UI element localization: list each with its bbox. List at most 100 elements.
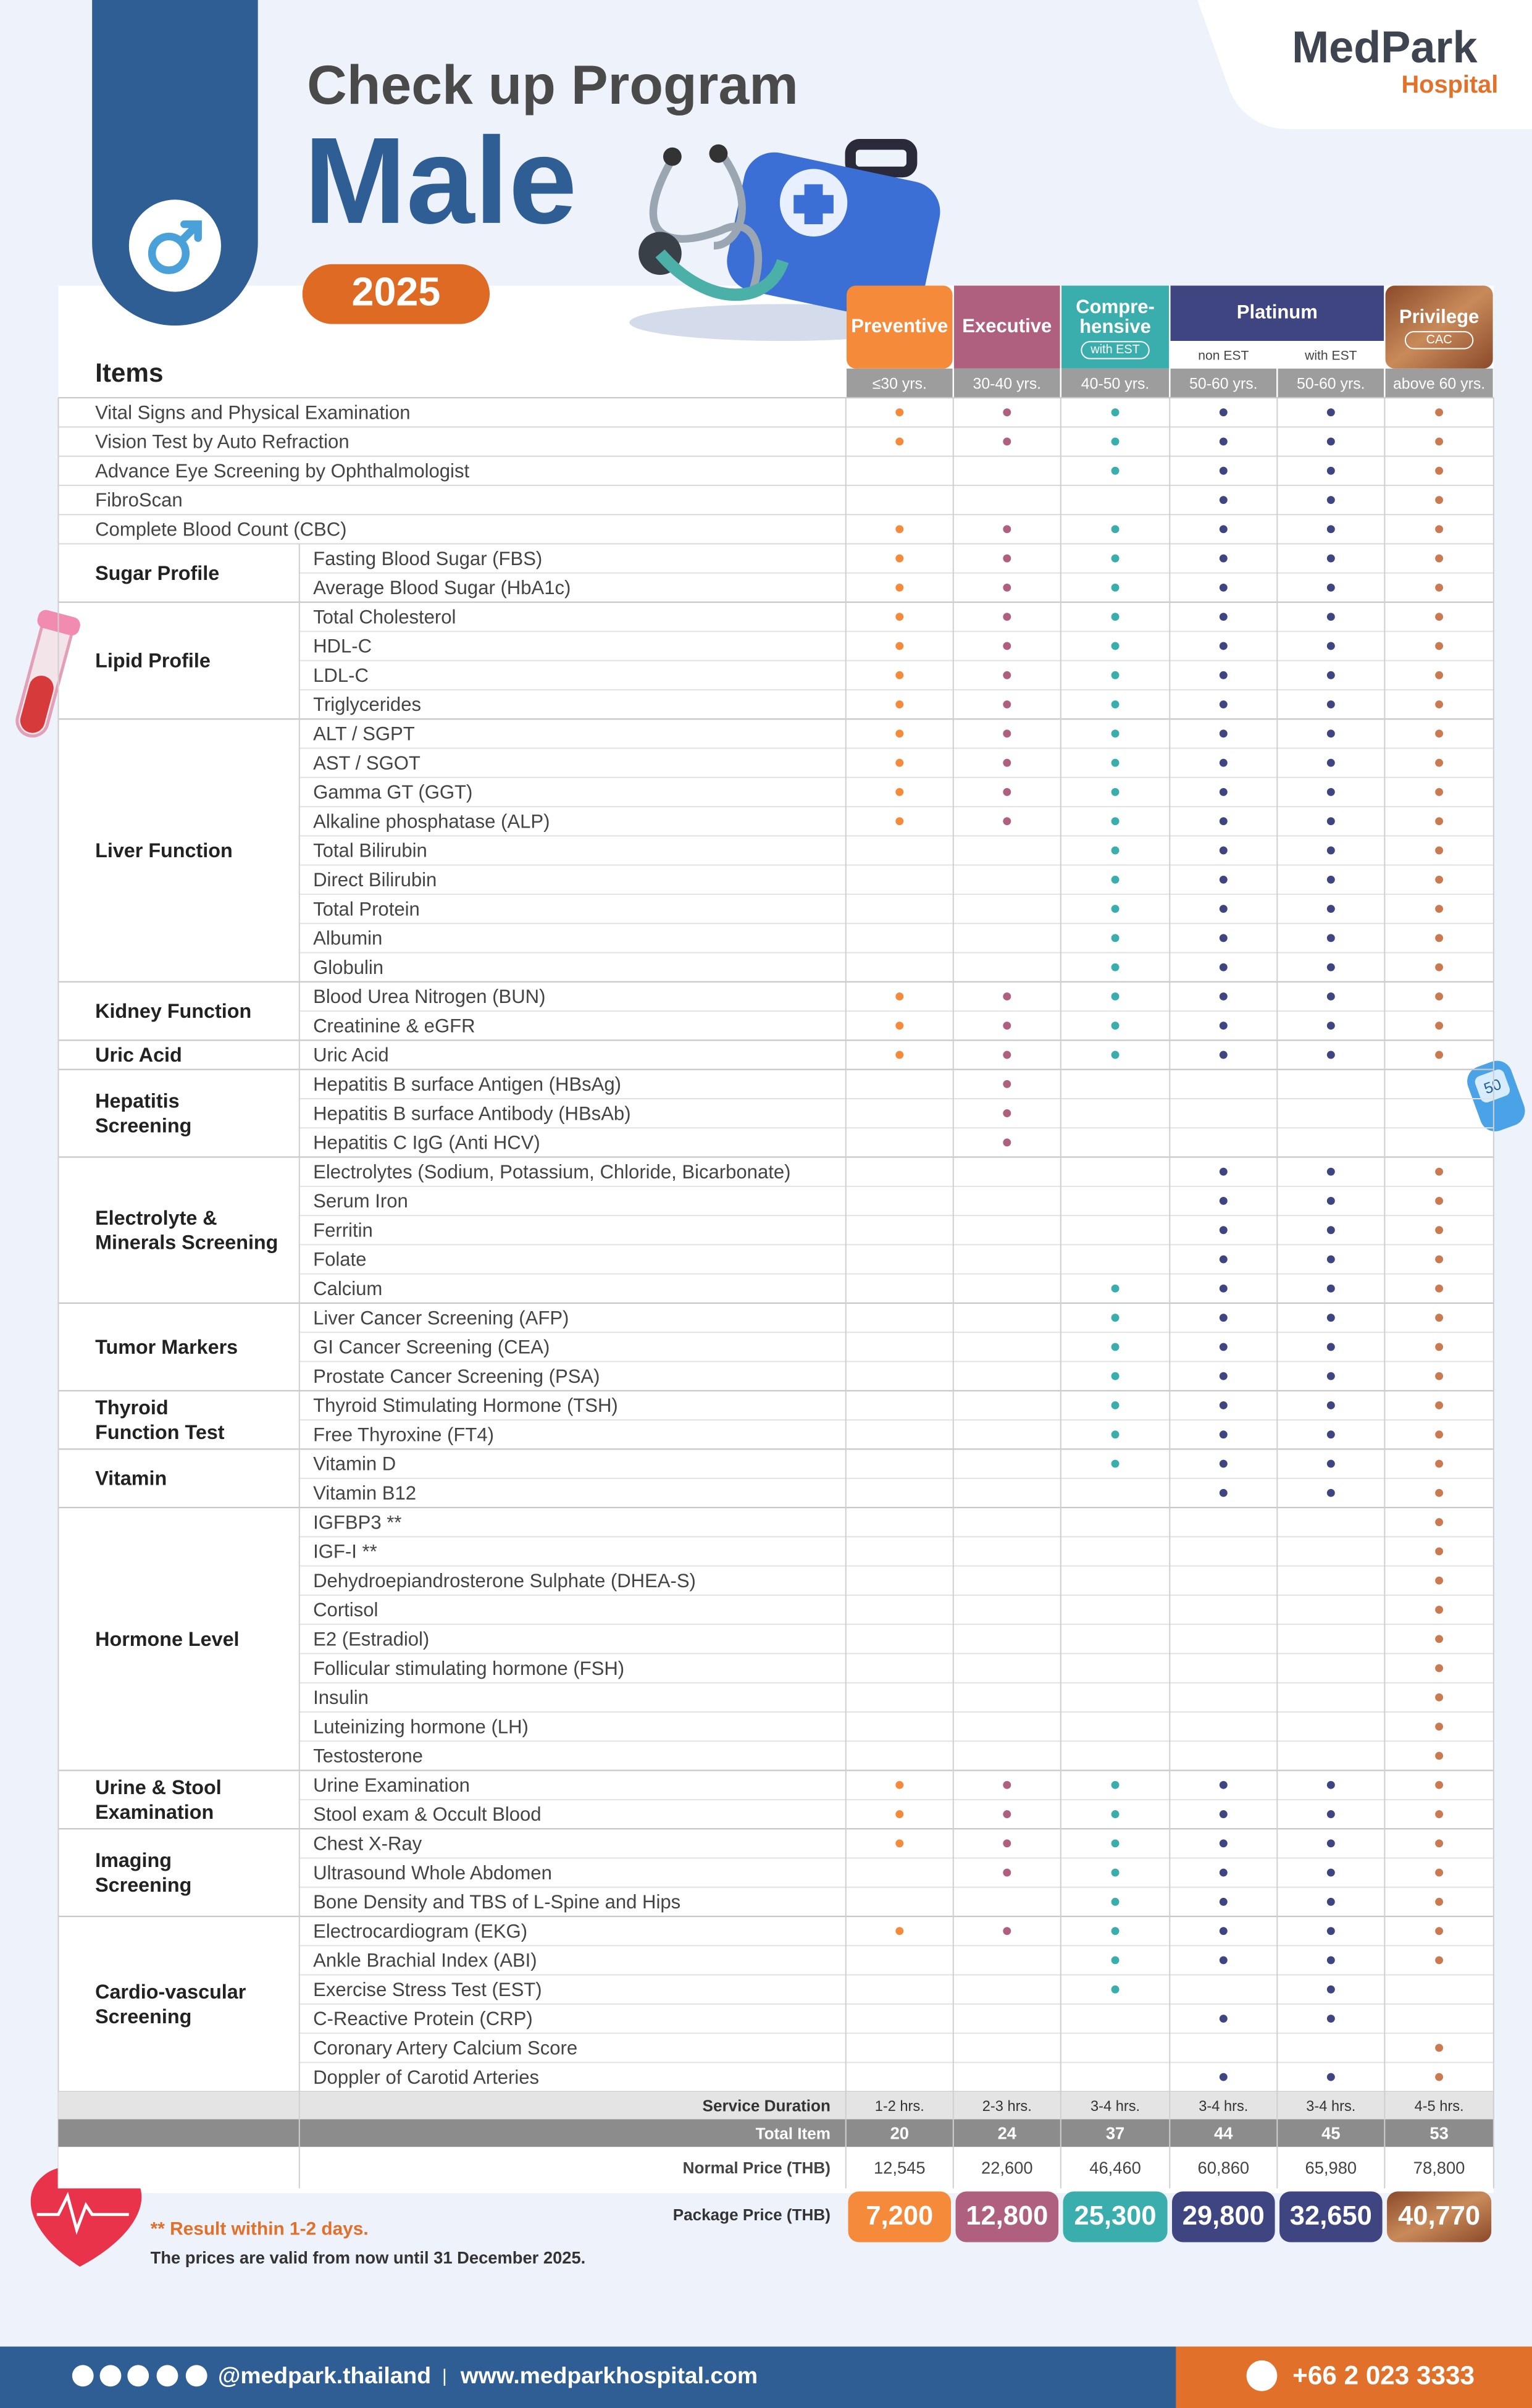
included-dot <box>1111 583 1120 592</box>
included-dot <box>1111 1459 1120 1468</box>
included-dot <box>1326 1927 1335 1936</box>
item-label: Stool exam & Occult Blood <box>313 1803 541 1825</box>
item-label: Testosterone <box>313 1745 423 1767</box>
included-dot <box>1435 554 1444 563</box>
included-dot <box>1435 1518 1444 1527</box>
included-dot <box>895 1022 904 1030</box>
category-label: Lipid Profile <box>95 650 211 672</box>
item-label: Ultrasound Whole Abdomen <box>313 1862 552 1884</box>
included-dot <box>1003 1138 1011 1147</box>
age-cell <box>1278 368 1384 398</box>
package-name: Preventive <box>851 315 948 337</box>
summary-label: Service Duration <box>703 2097 831 2115</box>
included-dot <box>1435 905 1444 913</box>
included-dot <box>1003 1109 1011 1118</box>
logo-name: MedPark <box>1292 23 1478 72</box>
age-cell <box>1385 368 1493 398</box>
age-label: 50-60 yrs. <box>1297 375 1365 392</box>
included-dot <box>1435 1167 1444 1176</box>
included-dot <box>895 1839 904 1848</box>
summary-value: 20 <box>890 2124 909 2143</box>
included-dot <box>1219 1956 1228 1965</box>
included-dot <box>1003 787 1011 796</box>
category-label: Examination <box>95 1801 214 1823</box>
included-dot <box>1111 466 1120 475</box>
category-label: Minerals Screening <box>95 1231 278 1254</box>
subtitle: Male <box>304 112 577 250</box>
included-dot <box>1111 408 1120 417</box>
package-price-box <box>955 2191 1059 2242</box>
summary-value: 78,800 <box>1413 2158 1465 2178</box>
included-dot <box>1326 817 1335 826</box>
phone[interactable]: +66 2 023 3333 <box>1292 2360 1475 2389</box>
included-dot <box>1326 1051 1335 1059</box>
included-dot <box>895 1781 904 1789</box>
included-dot <box>1219 787 1228 796</box>
item-label: Chest X-Ray <box>313 1832 422 1854</box>
summary-value: 3-4 hrs. <box>1306 2099 1355 2115</box>
age-cell <box>1061 368 1170 398</box>
note: The prices are valid from now until 31 D… <box>151 2248 586 2267</box>
summary-label: Total Item <box>756 2124 831 2142</box>
included-dot <box>1326 2073 1335 2081</box>
included-dot <box>1111 642 1120 650</box>
included-dot <box>1435 1255 1444 1264</box>
item-label: Luteinizing hormone (LH) <box>313 1716 529 1737</box>
summary-value: 65,980 <box>1305 2158 1357 2178</box>
included-dot <box>1435 1897 1444 1906</box>
package-price: 12,800 <box>966 2201 1048 2231</box>
included-dot <box>895 437 904 446</box>
included-dot <box>1111 1781 1120 1789</box>
included-dot <box>1003 408 1011 417</box>
included-dot <box>1435 1722 1444 1731</box>
item-label: HDL-C <box>313 636 372 657</box>
website[interactable]: www.medparkhospital.com <box>460 2362 758 2388</box>
included-dot <box>1111 905 1120 913</box>
included-dot <box>1435 1196 1444 1205</box>
category-label: Cardio-vascular <box>95 1981 246 2003</box>
included-dot <box>1219 992 1228 1001</box>
included-dot <box>1326 992 1335 1001</box>
package-header <box>1170 285 1384 342</box>
item-label: Follicular stimulating hormone (FSH) <box>313 1658 624 1679</box>
item-label: Hepatitis B surface Antigen (HBsAg) <box>313 1073 621 1095</box>
social-handle[interactable]: @medpark.thailand <box>218 2362 431 2388</box>
included-dot <box>1326 875 1335 884</box>
included-dot <box>1111 525 1120 534</box>
included-dot <box>1326 1956 1335 1965</box>
included-dot <box>1219 583 1228 592</box>
included-dot <box>1003 700 1011 709</box>
included-dot <box>1326 525 1335 534</box>
item-label: Vitamin D <box>313 1453 396 1475</box>
included-dot <box>1111 729 1120 738</box>
included-dot <box>1326 1196 1335 1205</box>
item-label: Vision Test by Auto Refraction <box>95 431 349 453</box>
package-price-box <box>848 2191 952 2242</box>
package-price: 29,800 <box>1182 2201 1265 2231</box>
item-label: Calcium <box>313 1278 382 1299</box>
summary-value: 2-3 hrs. <box>982 2099 1032 2115</box>
age-cell <box>954 368 1060 398</box>
included-dot <box>1435 1956 1444 1965</box>
included-dot <box>1219 905 1228 913</box>
item-label: Ferritin <box>313 1219 373 1241</box>
included-dot <box>1435 1810 1444 1818</box>
included-dot <box>895 613 904 621</box>
included-dot <box>1003 1868 1011 1877</box>
included-dot <box>895 787 904 796</box>
package-price-box <box>1172 2191 1275 2242</box>
package-tag: with EST <box>1090 343 1140 356</box>
category-label: Tumor Markers <box>95 1336 238 1358</box>
item-label: Total Protein <box>313 898 420 920</box>
included-dot <box>1326 905 1335 913</box>
included-dot <box>1111 963 1120 971</box>
title: Check up Program <box>307 54 798 115</box>
included-dot <box>1326 1167 1335 1176</box>
item-label: AST / SGOT <box>313 752 421 774</box>
included-dot <box>895 817 904 826</box>
item-label: Vitamin B12 <box>313 1482 416 1504</box>
included-dot <box>895 671 904 679</box>
included-dot <box>1326 583 1335 592</box>
sub-header <box>1170 341 1277 369</box>
package-name: Privilege <box>1399 306 1479 327</box>
